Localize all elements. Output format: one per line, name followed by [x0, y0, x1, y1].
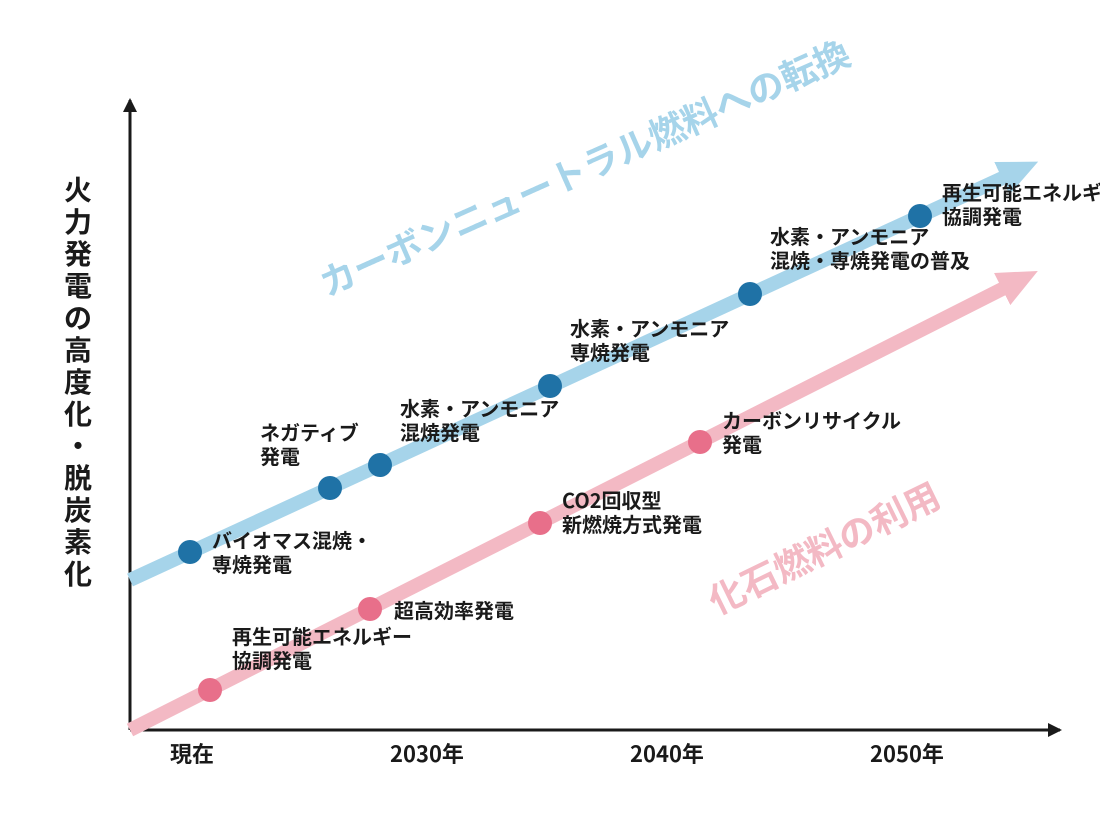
fossil-fuel-point [358, 597, 382, 621]
fossil-fuel-series-label: 化石燃料の利用 [699, 468, 948, 625]
x-tick-label: 2040年 [630, 737, 704, 769]
fossil-fuel-point-label: 再生可能エネルギー協調発電 [232, 621, 412, 674]
carbon-neutral-fuel-point [178, 540, 202, 564]
carbon-neutral-fuel-point [738, 282, 762, 306]
fossil-fuel-point [198, 678, 222, 702]
fossil-fuel-point-label: カーボンリサイクル発電 [722, 405, 901, 458]
fossil-fuel-point-label: 超高効率発電 [394, 595, 514, 624]
carbon-neutral-fuel-point-label: バイオマス混焼・専焼発電 [212, 525, 372, 578]
y-axis-label: 火力発電の高度化・脱炭素化 [64, 169, 92, 593]
x-tick-label: 現在 [170, 737, 214, 769]
x-tick-label: 2050年 [870, 737, 944, 769]
carbon-neutral-fuel-point [908, 204, 932, 228]
carbon-neutral-fuel-point-label: 水素・アンモニア専焼発電 [570, 313, 729, 366]
carbon-neutral-fuel-point [318, 476, 342, 500]
fossil-fuel-point-label: CO2回収型新燃焼方式発電 [562, 485, 702, 538]
carbon-neutral-fuel-point-label: 水素・アンモニア混焼・専焼発電の普及 [770, 221, 970, 274]
fossil-fuel-point [688, 430, 712, 454]
carbon-neutral-fuel-point-label: 再生可能エネルギー協調発電 [942, 177, 1100, 230]
carbon-neutral-fuel-point-label: 水素・アンモニア混焼発電 [400, 393, 559, 446]
fossil-fuel-point [528, 511, 552, 535]
carbon-neutral-fuel-point-label: ネガティブ発電 [260, 417, 359, 470]
carbon-neutral-fuel-point [538, 374, 562, 398]
carbon-neutral-fuel-point [368, 453, 392, 477]
x-tick-label: 2030年 [390, 737, 464, 769]
